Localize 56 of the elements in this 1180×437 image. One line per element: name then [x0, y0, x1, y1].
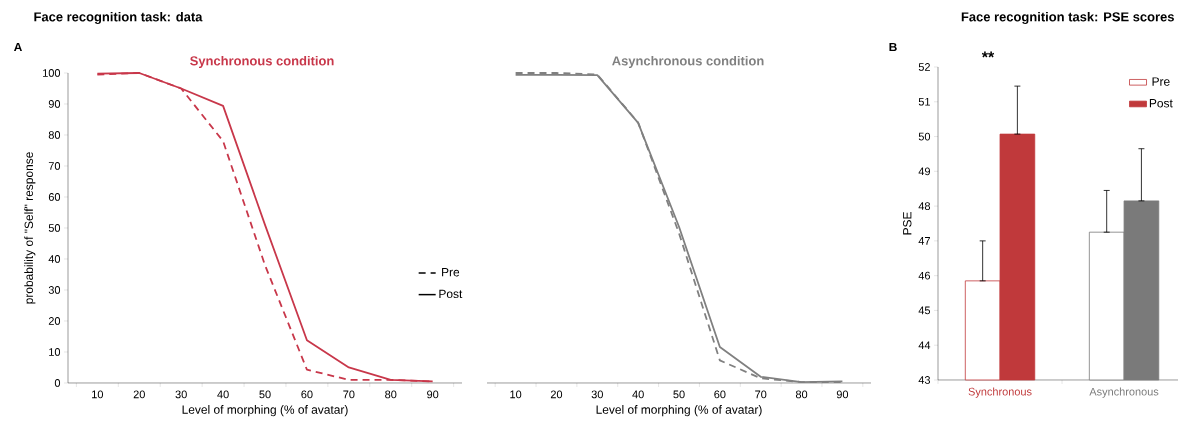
y-tick-label: 44 [918, 341, 931, 349]
y-tick-label: 50 [48, 224, 61, 232]
y-tick-label: 90 [48, 100, 61, 108]
x-tick-label: 90 [427, 390, 439, 399]
x-tick-label: 40 [632, 390, 644, 399]
chart-title: Asynchronous condition [612, 55, 764, 69]
x-tick-label: 10 [510, 390, 522, 399]
chart-subtitle: Synchronous condition [190, 55, 334, 69]
y-tick-label: 51 [918, 97, 930, 106]
y-tick-label: 100 [43, 69, 61, 77]
y-tick-label: 48 [918, 202, 931, 210]
text: Pre [442, 268, 460, 277]
y-tick-label: 10 [49, 348, 61, 356]
chart-title: Face recognition task: data [34, 11, 203, 25]
x-tick-label: 80 [385, 390, 397, 399]
x-tick-label: Synchronous [968, 387, 1032, 398]
x-tick-label: 60 [301, 390, 313, 399]
y-tick-label: 40 [48, 255, 61, 263]
text: Post [439, 289, 463, 299]
y-tick-label: 20 [48, 317, 61, 325]
x-tick-label: 20 [550, 390, 563, 399]
x-axis-title: Level of morphing (% of avatar) [596, 405, 762, 417]
y-tick-label: 70 [48, 162, 61, 170]
x-tick-label: 70 [755, 390, 767, 399]
y-tick-label: 43 [918, 376, 931, 384]
x-tick-label: 30 [175, 390, 187, 399]
x-tick-label: 80 [795, 390, 808, 399]
y-tick-label: 52 [918, 63, 930, 71]
y-axis-title: probability of "Self" response [24, 152, 36, 304]
x-tick-label: 90 [836, 390, 849, 399]
y-tick-label: 80 [48, 131, 61, 139]
text: B [889, 42, 897, 52]
y-tick-label: 0 [54, 379, 61, 387]
x-tick-label: 40 [217, 390, 229, 399]
x-tick-label: 50 [259, 390, 271, 399]
x-tick-label: 50 [673, 390, 685, 399]
y-tick-label: 46 [918, 271, 931, 280]
chart-title: Face recognition task: PSE scores [961, 11, 1174, 25]
x-tick-label: 30 [591, 390, 603, 399]
x-tick-label: 60 [714, 390, 726, 399]
y-tick-label: 47 [918, 237, 930, 245]
legend-label: Post [1149, 99, 1173, 108]
x-tick-label: Asynchronous [1089, 387, 1159, 398]
y-tick-label: 60 [48, 193, 61, 201]
x-tick-label: 20 [133, 390, 145, 399]
text: A [13, 42, 23, 52]
x-tick-label: 10 [92, 390, 104, 399]
text: ** [981, 51, 995, 58]
y-tick-label: 49 [918, 167, 930, 176]
y-tick-label: 50 [918, 132, 931, 141]
legend-label: Pre [1152, 77, 1170, 86]
x-tick-label: 70 [343, 390, 355, 399]
y-tick-label: 45 [918, 306, 931, 315]
y-axis-title: PSE [903, 212, 912, 235]
y-tick-label: 30 [48, 286, 61, 294]
x-axis-title: Level of morphing (% of avatar) [182, 405, 348, 417]
